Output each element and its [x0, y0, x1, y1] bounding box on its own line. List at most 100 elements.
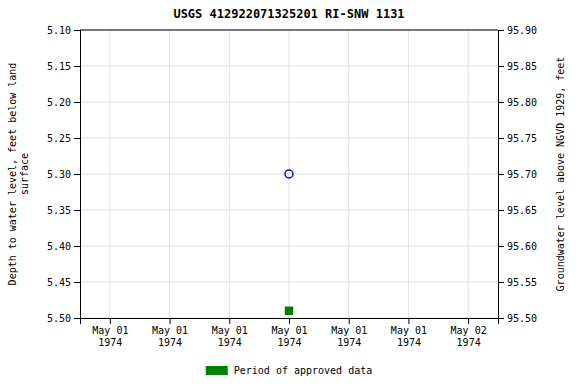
tick: 95.90	[498, 25, 537, 36]
y-axis: 5.10 5.15 5.20 5.25 5.30 5.35 5.40 5.45 5.50	[47, 25, 81, 324]
tick-mark	[110, 318, 111, 324]
axis-line	[74, 31, 81, 319]
frame-line	[80, 30, 498, 31]
tick-label: 95.65	[507, 205, 537, 216]
tick: May 011974	[212, 318, 248, 348]
tick: May 011974	[92, 318, 128, 348]
y2-axis-label-line: Groundwater level above NGVD 1929, feet	[555, 57, 566, 292]
tick-mark	[498, 102, 504, 103]
y-axis-label-line: surface	[19, 153, 30, 195]
tick-label: May 021974	[451, 325, 487, 348]
tick-label: May 011974	[92, 325, 128, 348]
tick-label: 5.30	[47, 169, 71, 180]
tick-label-line: 1974	[218, 337, 242, 348]
axis-line	[81, 319, 499, 325]
chart-svg: May 011974May 011974May 011974May 011974…	[0, 0, 576, 384]
tick-label: 5.10	[47, 25, 71, 36]
tick-label: 5.20	[47, 97, 71, 108]
tick-mark	[498, 30, 504, 31]
tick-mark	[74, 138, 80, 139]
plot-area: May 011974May 011974May 011974May 011974…	[47, 25, 537, 348]
grid-line	[289, 30, 290, 318]
tick: 5.40	[47, 241, 80, 252]
legend: Period of approved data	[206, 365, 372, 376]
legend-swatch	[206, 366, 228, 375]
tick-mark	[408, 318, 409, 324]
tick: 95.60	[498, 241, 537, 252]
tick-label-line: 1974	[98, 337, 122, 348]
tick-label-line: 1974	[457, 337, 481, 348]
tick: 95.85	[498, 61, 537, 72]
tick: 95.75	[498, 133, 537, 144]
tick: 5.20	[47, 97, 80, 108]
tick-label-line: May 01	[92, 325, 128, 336]
grid-line	[468, 30, 469, 318]
tick-label: 5.35	[47, 205, 71, 216]
tick-mark	[74, 174, 80, 175]
data-point	[285, 170, 293, 178]
tick-mark	[468, 318, 469, 324]
tick-label: May 011974	[152, 325, 188, 348]
grid-line	[408, 30, 409, 318]
tick-label-line: May 01	[152, 325, 188, 336]
y-axis-label-line: Depth to water level, feet below land	[7, 63, 18, 286]
tick-mark	[229, 318, 230, 324]
tick: 95.55	[498, 277, 537, 288]
marks	[285, 170, 293, 314]
series	[285, 170, 293, 178]
tick-label-line: May 02	[451, 325, 487, 336]
tick-mark	[498, 246, 504, 247]
grid-line	[169, 30, 170, 318]
x-axis: May 011974May 011974May 011974May 011974…	[81, 318, 499, 348]
tick-label: 5.25	[47, 133, 71, 144]
tick-label: 95.60	[507, 241, 537, 252]
tick: 5.25	[47, 133, 80, 144]
tick-label: May 011974	[271, 325, 307, 348]
tick-mark	[498, 210, 504, 211]
tick-label: May 011974	[391, 325, 427, 348]
tick: May 011974	[391, 318, 427, 348]
y2-axis-label: Groundwater level above NGVD 1929, feet	[555, 57, 566, 292]
tick: 95.80	[498, 97, 537, 108]
tick: 95.50	[498, 313, 537, 324]
title: USGS 412922071325201 RI-SNW 1131	[173, 7, 404, 21]
tick: 5.50	[47, 313, 80, 324]
chart-container: May 011974May 011974May 011974May 011974…	[0, 0, 576, 384]
tick-label: 95.75	[507, 133, 537, 144]
tick-mark	[74, 210, 80, 211]
legend-item: Period of approved data	[206, 365, 372, 376]
tick-label-line: 1974	[337, 337, 361, 348]
tick-label: May 011974	[331, 325, 367, 348]
tick-label: 95.70	[507, 169, 537, 180]
tick-label-line: 1974	[158, 337, 182, 348]
tick: 5.15	[47, 61, 80, 72]
grid-line	[348, 30, 349, 318]
tick: 95.70	[498, 169, 537, 180]
tick-label: 5.45	[47, 277, 71, 288]
tick: 5.10	[47, 25, 80, 36]
tick: 5.35	[47, 205, 80, 216]
tick: 5.45	[47, 277, 80, 288]
tick-label-line: May 01	[212, 325, 248, 336]
grid-line	[229, 30, 230, 318]
tick-label: 5.15	[47, 61, 71, 72]
grid-line	[80, 30, 498, 31]
grid	[80, 30, 498, 318]
tick-label: 5.50	[47, 313, 71, 324]
tick-label-line: May 01	[271, 325, 307, 336]
tick-label: 95.80	[507, 97, 537, 108]
tick-label-line: May 01	[391, 325, 427, 336]
tick-mark	[74, 282, 80, 283]
tick-mark	[498, 318, 504, 319]
tick-mark	[74, 246, 80, 247]
tick-label: 95.50	[507, 313, 537, 324]
tick-mark	[74, 66, 80, 67]
tick: May 011974	[152, 318, 188, 348]
tick-label: May 011974	[212, 325, 248, 348]
tick-label: 95.55	[507, 277, 537, 288]
tick: May 021974	[451, 318, 487, 348]
tick-mark	[498, 138, 504, 139]
tick: 5.30	[47, 169, 80, 180]
tick-label: 95.90	[507, 25, 537, 36]
tick-mark	[170, 318, 171, 324]
